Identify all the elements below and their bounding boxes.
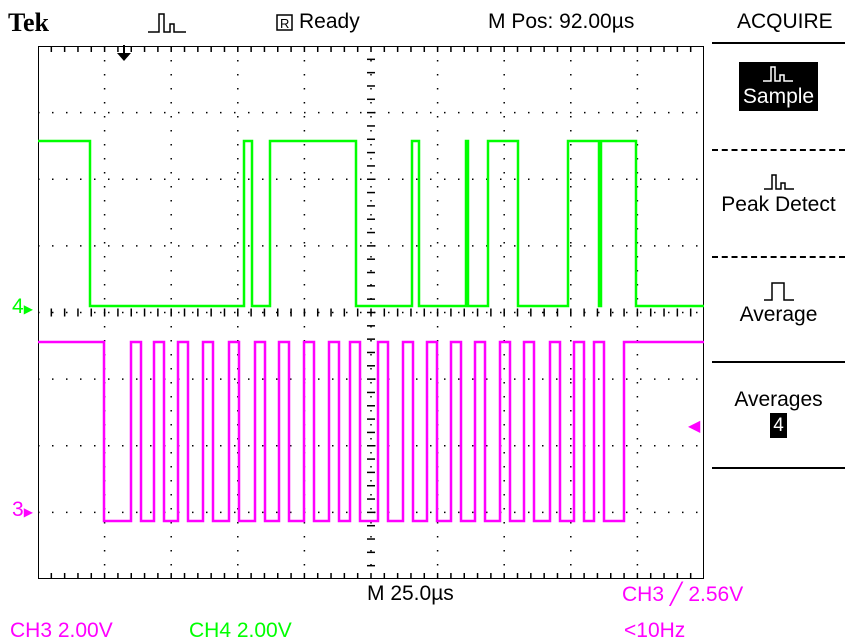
average-label: Average bbox=[739, 303, 818, 326]
peak-detect-button[interactable]: Peak Detect bbox=[712, 172, 845, 217]
timebase-readout: M 25.0µs bbox=[367, 582, 454, 605]
peak-detect-label: Peak Detect bbox=[721, 193, 836, 216]
menu-divider bbox=[712, 149, 845, 151]
menu-divider bbox=[712, 42, 845, 44]
frequency-readout: <10Hz bbox=[624, 619, 686, 642]
sample-button[interactable]: Sample bbox=[712, 62, 845, 111]
trigger-level-marker: ◀ bbox=[688, 418, 701, 435]
graticule bbox=[38, 46, 704, 579]
ch3-scale-readout: CH3 2.00V bbox=[10, 619, 113, 642]
run-state-icon: R bbox=[276, 14, 293, 31]
sample-label: Sample bbox=[742, 85, 815, 108]
sample-pulse-icon bbox=[763, 66, 794, 82]
ch4-waveform bbox=[38, 139, 704, 308]
sample-pulse-icon bbox=[148, 13, 186, 33]
averages-label: Averages bbox=[734, 388, 823, 411]
ch4-ground-marker: 4▶ bbox=[12, 295, 33, 318]
status-text: Ready bbox=[299, 10, 360, 33]
trigger-readout: CH3 ╱ 2.56V bbox=[622, 583, 744, 606]
brand-logo: Tek bbox=[8, 8, 49, 37]
m-pos-readout: M Pos: 92.00µs bbox=[488, 10, 635, 33]
ch3-waveform bbox=[38, 340, 704, 523]
peak-detect-icon bbox=[763, 174, 794, 190]
menu-divider bbox=[712, 256, 845, 258]
svg-text:R: R bbox=[280, 16, 289, 31]
trigger-position-marker bbox=[115, 45, 133, 70]
menu-divider bbox=[712, 467, 845, 469]
scope-display bbox=[38, 46, 704, 579]
average-pulse-icon bbox=[763, 282, 794, 301]
average-button[interactable]: Average bbox=[712, 280, 845, 327]
averages-value: 4 bbox=[770, 413, 787, 438]
ch4-scale-readout: CH4 2.00V bbox=[189, 619, 292, 642]
menu-title: ACQUIRE bbox=[737, 10, 833, 33]
ch3-ground-marker: 3▶ bbox=[12, 498, 33, 521]
menu-divider bbox=[712, 361, 845, 363]
averages-button[interactable]: Averages 4 bbox=[712, 387, 845, 438]
